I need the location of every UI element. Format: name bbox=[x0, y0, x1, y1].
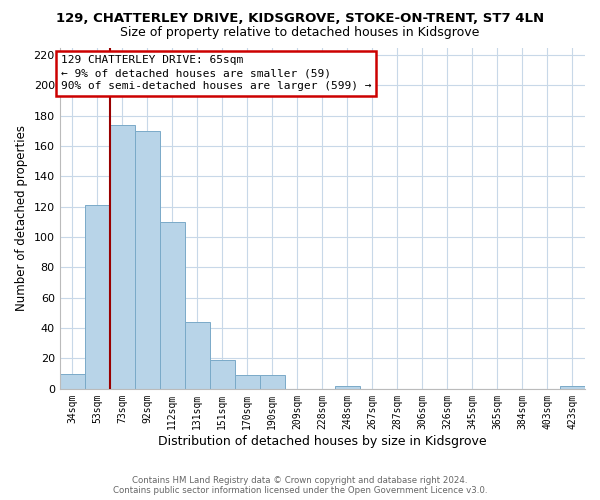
Text: 129, CHATTERLEY DRIVE, KIDSGROVE, STOKE-ON-TRENT, ST7 4LN: 129, CHATTERLEY DRIVE, KIDSGROVE, STOKE-… bbox=[56, 12, 544, 26]
Bar bbox=[110, 125, 135, 389]
X-axis label: Distribution of detached houses by size in Kidsgrove: Distribution of detached houses by size … bbox=[158, 434, 487, 448]
Bar bbox=[260, 375, 285, 389]
Y-axis label: Number of detached properties: Number of detached properties bbox=[15, 125, 28, 311]
Bar bbox=[59, 374, 85, 389]
Bar bbox=[335, 386, 360, 389]
Bar bbox=[135, 131, 160, 389]
Bar bbox=[160, 222, 185, 389]
Bar bbox=[85, 206, 110, 389]
Bar bbox=[560, 386, 585, 389]
Text: Size of property relative to detached houses in Kidsgrove: Size of property relative to detached ho… bbox=[121, 26, 479, 39]
Bar bbox=[210, 360, 235, 389]
Text: 129 CHATTERLEY DRIVE: 65sqm
← 9% of detached houses are smaller (59)
90% of semi: 129 CHATTERLEY DRIVE: 65sqm ← 9% of deta… bbox=[61, 55, 371, 92]
Bar bbox=[185, 322, 210, 389]
Bar bbox=[235, 375, 260, 389]
Text: Contains HM Land Registry data © Crown copyright and database right 2024.
Contai: Contains HM Land Registry data © Crown c… bbox=[113, 476, 487, 495]
